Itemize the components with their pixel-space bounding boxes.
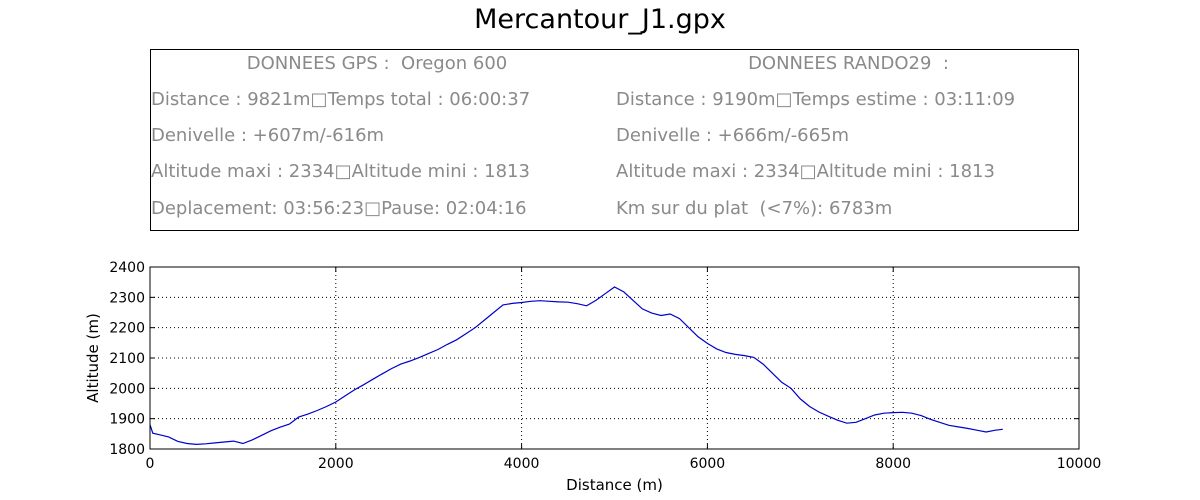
y-tick-label: 2100 — [109, 351, 145, 367]
x-tick-label: 6000 — [690, 456, 726, 472]
y-tick-label: 2300 — [109, 290, 145, 306]
rando-altitude-line: Altitude maxi : 2334□Altitude mini : 181… — [616, 161, 995, 182]
rando-header: DONNEES RANDO29 : — [748, 53, 949, 74]
rando-distance-line: Distance : 9190m□Temps estime : 03:11:09 — [616, 89, 1016, 110]
rando-plat-line: Km sur du plat (<7%): 6783m — [616, 198, 893, 219]
y-axis-label: Altitude (m) — [84, 313, 102, 403]
x-tick-label: 10000 — [1057, 456, 1102, 472]
x-tick-label: 0 — [146, 456, 155, 472]
elevation-line — [149, 286, 1003, 446]
y-tick-label: 1900 — [109, 412, 145, 428]
y-tick-label: 2000 — [109, 381, 145, 397]
y-tick-label: 2400 — [109, 260, 145, 276]
grid-lines — [150, 267, 1079, 449]
gps-deplacement-line: Deplacement: 03:56:23□Pause: 02:04:16 — [151, 198, 527, 219]
plot-frame — [149, 266, 1080, 450]
x-tick-label: 4000 — [504, 456, 540, 472]
chart-title: Mercantour_J1.gpx — [474, 4, 726, 35]
gps-altitude-line: Altitude maxi : 2334□Altitude mini : 181… — [151, 161, 530, 182]
gps-header: DONNEES GPS : Oregon 600 — [246, 53, 508, 74]
rando-denivelle-line: Denivelle : +666m/-665m — [616, 125, 850, 146]
x-axis-label: Distance (m) — [566, 476, 663, 494]
y-tick-label: 2200 — [109, 321, 145, 337]
y-tick-label: 1800 — [109, 442, 145, 458]
x-tick-label: 2000 — [318, 456, 354, 472]
gps-denivelle-line: Denivelle : +607m/-616m — [151, 125, 385, 146]
info-box: DONNEES GPS : Oregon 600 Distance : 9821… — [150, 49, 1079, 231]
gps-distance-line: Distance : 9821m□Temps total : 06:00:37 — [151, 89, 531, 110]
axis-ticks: 0 2000 4000 6000 8000 10000 1800 1900 2000 2100 22… — [109, 260, 1101, 472]
x-tick-label: 8000 — [875, 456, 911, 472]
